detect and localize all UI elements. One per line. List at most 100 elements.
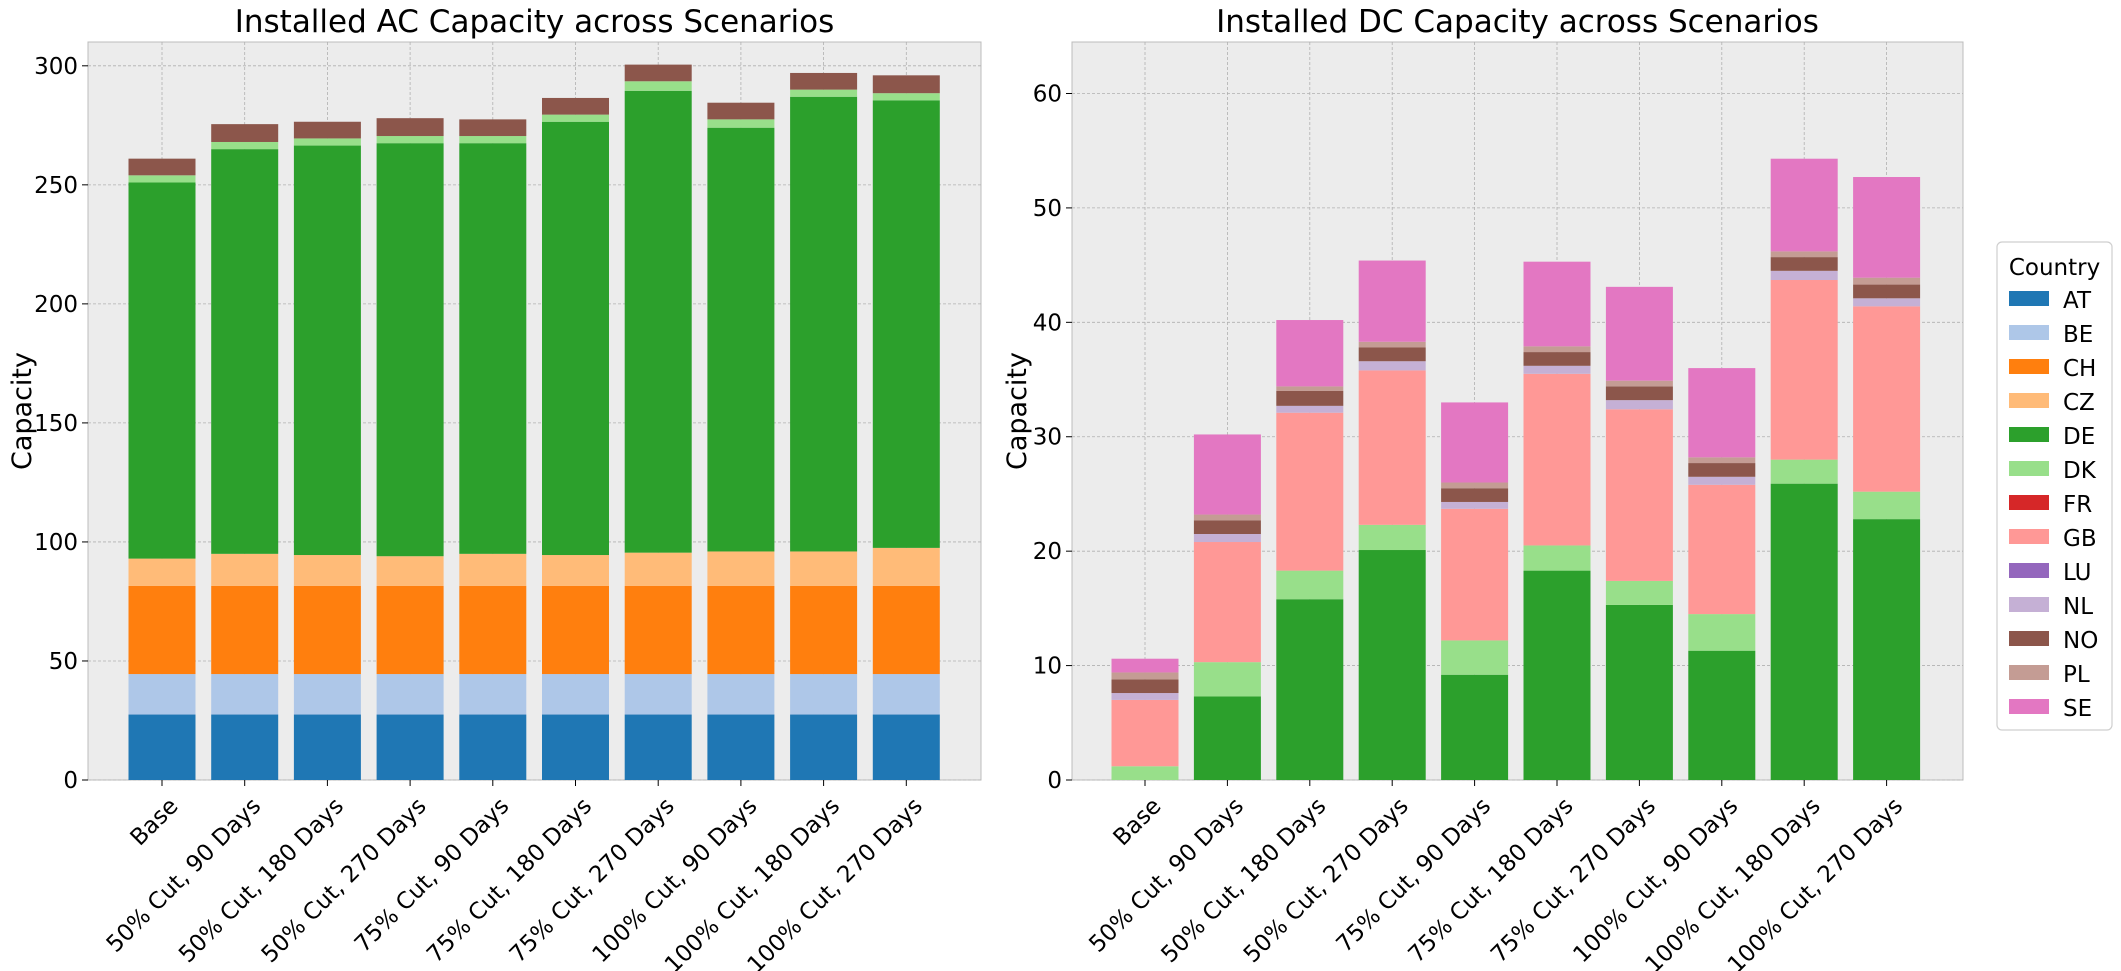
dc-bar-nl (1605, 400, 1673, 410)
dc-bar-pl (1523, 346, 1591, 353)
dc-bar-no (1111, 679, 1179, 694)
ac-bar-de (542, 121, 609, 556)
dc-bar-no (1441, 488, 1509, 502)
ac-bar-no (790, 72, 858, 90)
ac-bar-ch (707, 585, 775, 675)
dc-bar-nl (1276, 405, 1344, 413)
dc-y-tick-label: 30 (1033, 425, 1062, 451)
ac-bar-no (542, 97, 609, 115)
ac-bar-at (790, 714, 858, 780)
ac-bars (128, 64, 940, 780)
ac-x-tick-label: 50% Cut, 270 Days (257, 793, 432, 968)
ac-bar-de (872, 100, 940, 548)
legend-label-fr: FR (2063, 492, 2092, 518)
dc-x-tick-label: 50% Cut, 90 Days (1084, 793, 1249, 958)
ac-bar-de (707, 127, 775, 552)
ac-bar-cz (542, 555, 609, 586)
legend-swatch-de (2009, 427, 2049, 442)
ac-bar-cz (459, 553, 527, 586)
dc-bar-pl (1441, 482, 1509, 489)
ac-bar-be (624, 674, 692, 715)
dc-bar-de (1358, 550, 1426, 780)
ac-bar-ch (624, 585, 692, 675)
dc-bar-dk (1605, 580, 1673, 605)
dc-bar-nl (1688, 476, 1756, 485)
dc-y-tick-label: 50 (1033, 196, 1062, 222)
ac-bar-be (128, 674, 196, 715)
dc-bar-no (1605, 386, 1673, 401)
dc-bar-no (1193, 520, 1261, 534)
dc-bar-de (1276, 599, 1344, 780)
dc-bar-dk (1193, 662, 1261, 697)
ac-bar-no (293, 121, 361, 139)
dc-bar-gb (1441, 508, 1509, 641)
dc-bar-gb (1605, 409, 1673, 581)
legend-label-gb: GB (2063, 526, 2097, 552)
dc-bar-de (1688, 650, 1756, 780)
dc-bar-dk (1770, 459, 1838, 484)
dc-bar-pl (1688, 457, 1756, 464)
dc-bar-de (1770, 483, 1838, 780)
ac-bar-ch (459, 585, 527, 675)
ac-bar-ch (790, 585, 858, 675)
ac-x-tick-label: 100% Cut, 90 Days (588, 793, 763, 968)
ac-bar-ch (872, 585, 940, 675)
dc-bar-se (1605, 286, 1673, 381)
ac-bar-de (211, 149, 279, 554)
ac-bar-at (459, 714, 527, 780)
dc-bar-gb (1276, 412, 1344, 571)
ac-y-tick-label: 300 (34, 54, 78, 80)
dc-bar-dk (1853, 491, 1921, 520)
ac-bar-dk (459, 136, 527, 144)
ac-bar-ch (211, 585, 279, 675)
dc-bar-gb (1688, 484, 1756, 615)
ac-bar-de (128, 182, 196, 559)
dc-chart-title: Installed DC Capacity across Scenarios (1216, 4, 1819, 40)
legend-swatch-no (2009, 631, 2049, 646)
ac-capacity-chart: Installed AC Capacity across Scenarios C… (7, 4, 982, 971)
ac-bar-at (624, 714, 692, 780)
legend-label-no: NO (2063, 628, 2098, 654)
dc-bar-nl (1193, 534, 1261, 543)
ac-bar-at (707, 714, 775, 780)
legend-label-se: SE (2063, 696, 2092, 722)
dc-bar-se (1853, 177, 1921, 278)
dc-bar-pl (1853, 277, 1921, 285)
legend-entries: AT BE CH CZ DE DK FR GB LU NL NO PL SE (2009, 288, 2098, 722)
dc-bar-gb (1358, 370, 1426, 525)
legend-frame (1996, 241, 2113, 731)
ac-bar-dk (211, 141, 279, 150)
ac-x-tick-label: 50% Cut, 180 Days (174, 793, 349, 968)
dc-bar-pl (1276, 386, 1344, 391)
dc-bar-gb (1523, 373, 1591, 546)
ac-bar-de (376, 143, 444, 557)
ac-y-ticks: 0 50 100 150 200 250 300 (34, 54, 88, 794)
dc-bar-nl (1111, 693, 1179, 700)
legend-label-nl: NL (2063, 594, 2093, 620)
dc-bar-se (1523, 261, 1591, 347)
ac-y-tick-label: 0 (63, 768, 78, 794)
ac-bar-cz (128, 558, 196, 586)
dc-bar-no (1358, 347, 1426, 362)
dc-y-tick-label: 10 (1033, 654, 1062, 680)
dc-bar-dk (1523, 545, 1591, 571)
dc-bar-pl (1193, 514, 1261, 521)
ac-bar-no (211, 124, 279, 142)
dc-bar-pl (1111, 672, 1179, 680)
ac-bar-at (872, 714, 940, 780)
legend-label-cz: CZ (2063, 390, 2095, 416)
ac-bar-be (293, 674, 361, 715)
dc-bar-se (1193, 434, 1261, 515)
dc-bar-gb (1770, 279, 1838, 460)
legend-label-at: AT (2063, 288, 2092, 314)
legend-title: Country (2009, 255, 2100, 281)
ac-bar-no (624, 64, 692, 82)
ac-bar-cz (707, 551, 775, 586)
dc-x-tick-label: 75% Cut, 270 Days (1486, 793, 1661, 968)
dc-bar-no (1770, 257, 1838, 271)
dc-bar-se (1276, 320, 1344, 387)
dc-x-tick-label: 100% Cut, 90 Days (1568, 793, 1743, 968)
ac-bar-ch (542, 585, 609, 675)
